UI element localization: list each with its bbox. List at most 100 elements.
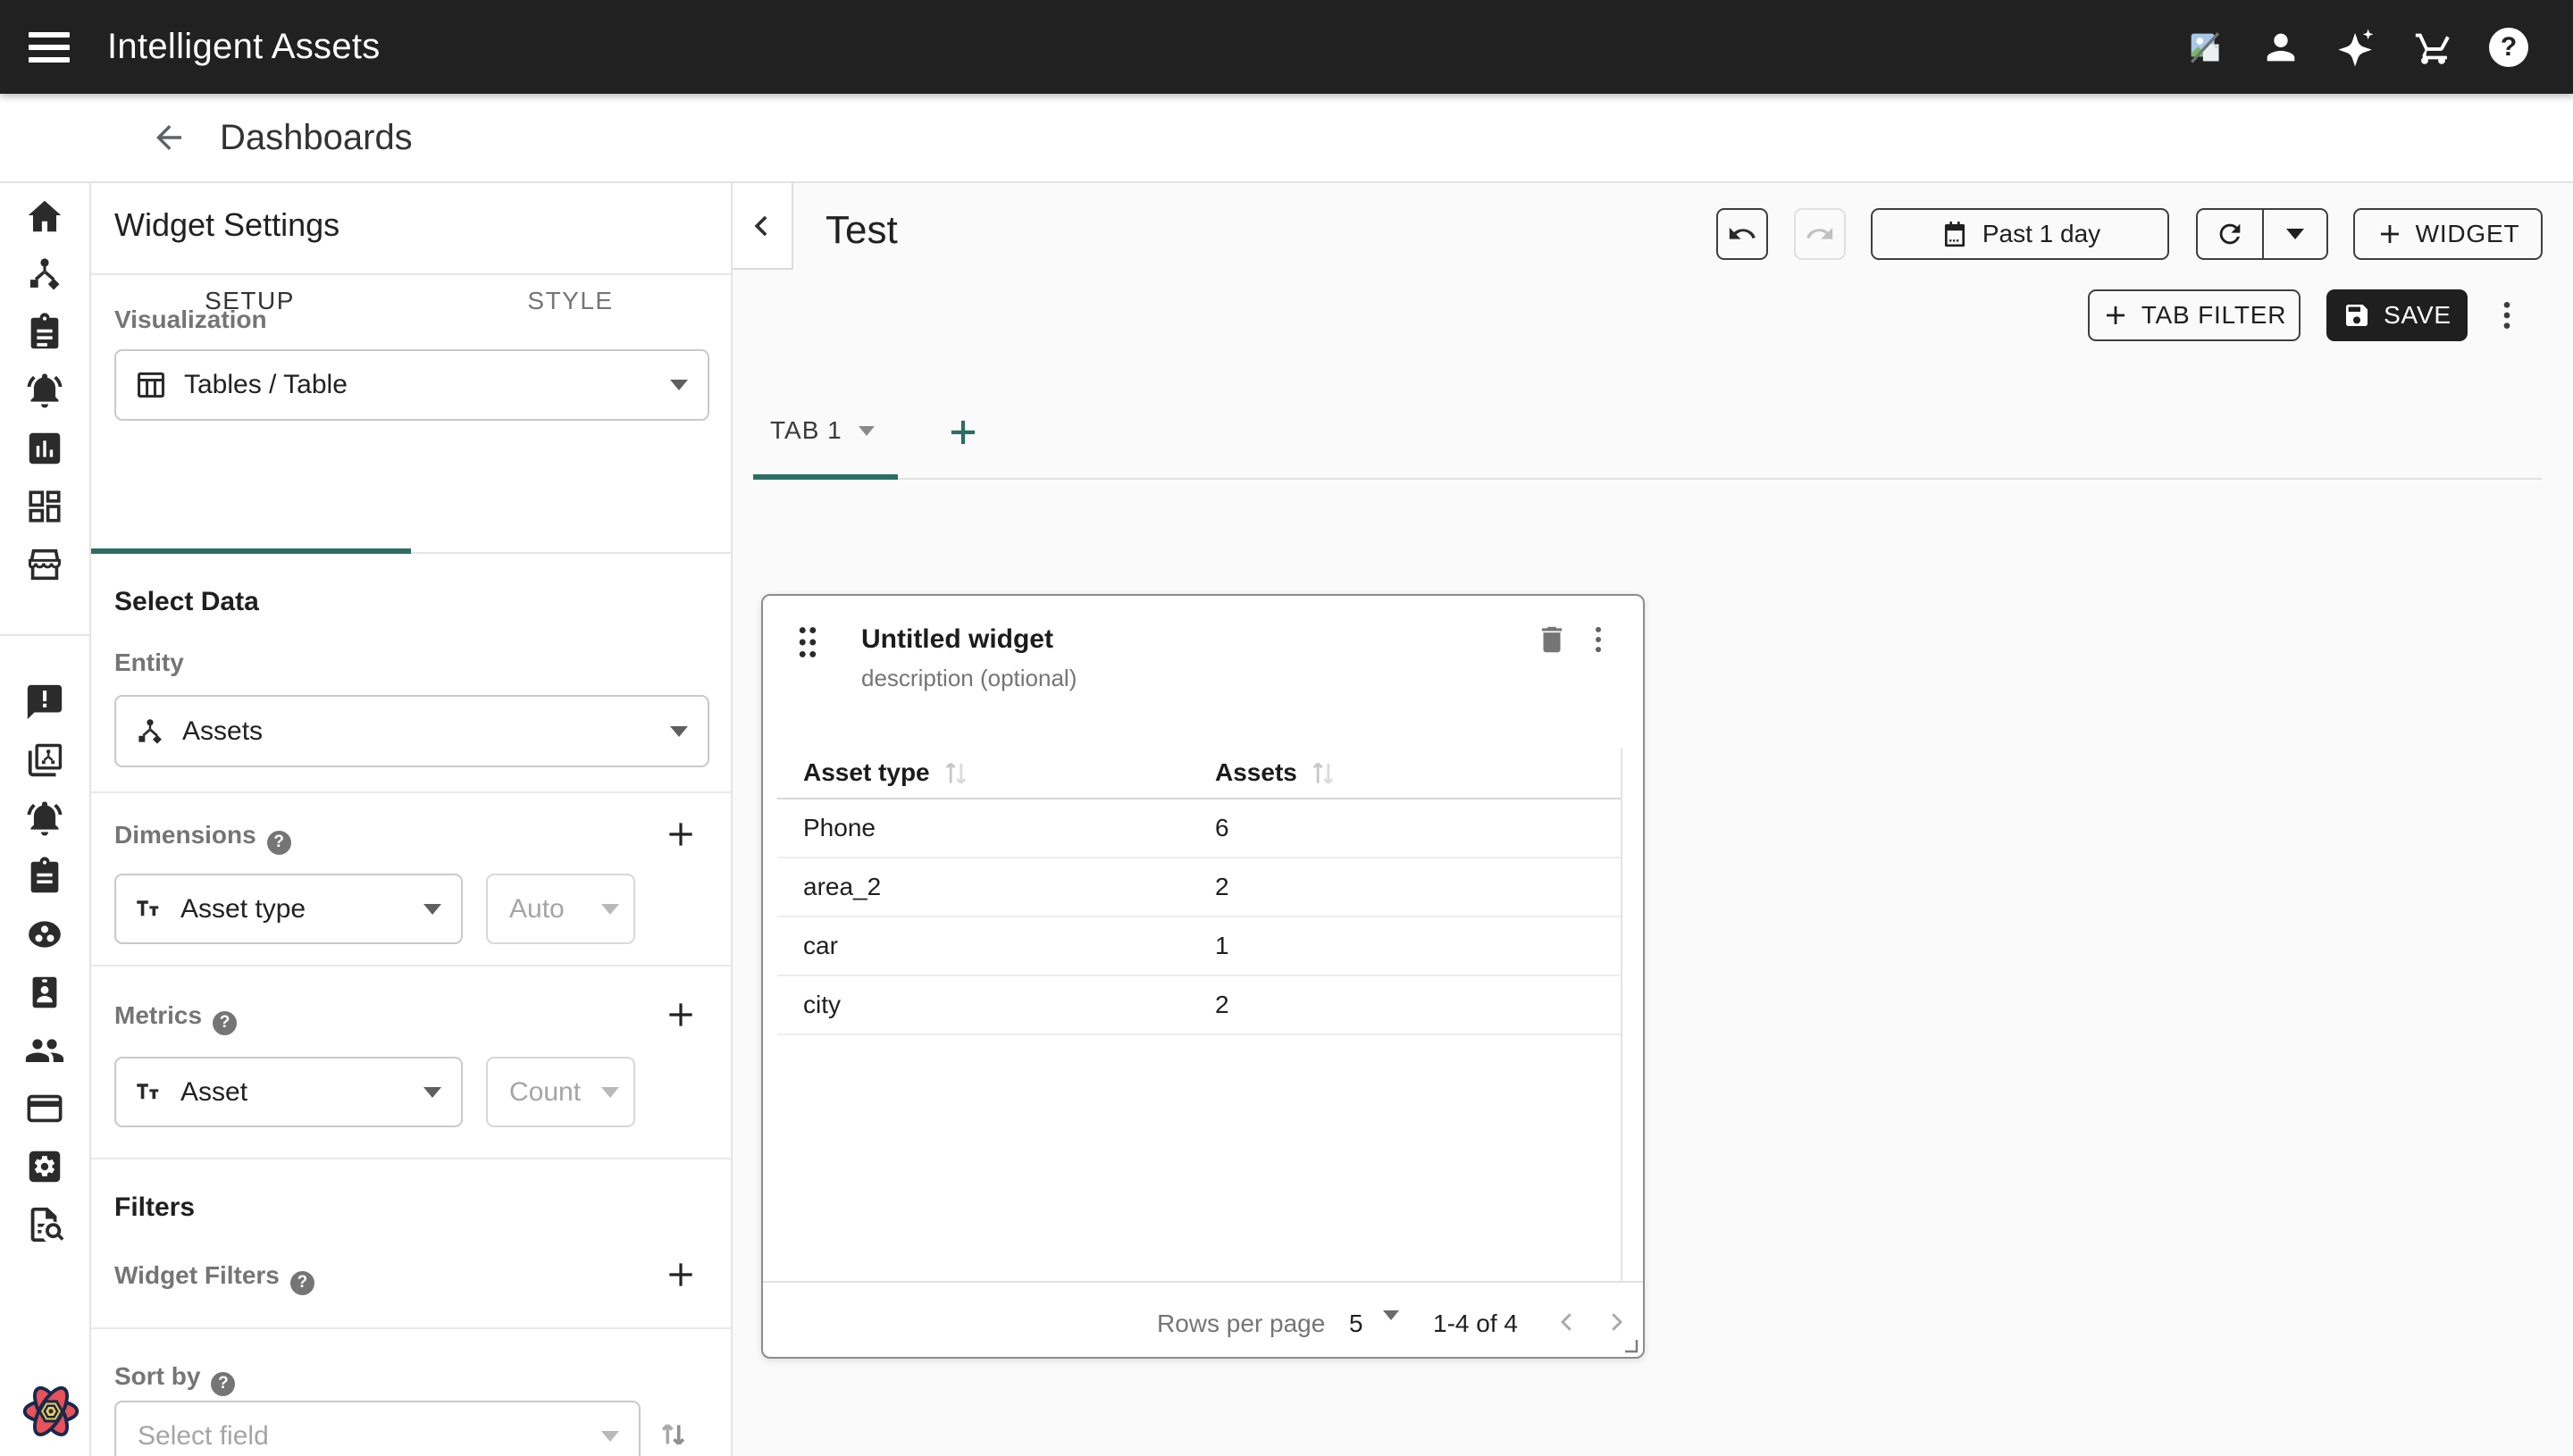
clipboard-icon[interactable] xyxy=(23,855,66,898)
storefront-icon[interactable] xyxy=(23,543,66,586)
tab-menu-caret-icon[interactable] xyxy=(858,425,875,436)
add-tab-filter-button[interactable]: TAB FILTER xyxy=(2088,289,2301,341)
table-row: Phone 6 xyxy=(777,799,1621,858)
collapse-panel-button[interactable] xyxy=(733,183,793,270)
widget-card[interactable]: Untitled widget description (optional) A… xyxy=(761,594,1645,1359)
top-app-bar: Intelligent Assets xyxy=(0,0,2573,94)
sort-field-select[interactable]: Select field xyxy=(114,1401,641,1456)
help-glyph: ? xyxy=(2500,31,2518,62)
table-icon xyxy=(138,372,164,398)
active-tab-underline xyxy=(753,474,898,480)
metric-field-value: Asset xyxy=(180,1076,248,1107)
refresh-options-button[interactable] xyxy=(2262,210,2326,258)
people-group-icon[interactable] xyxy=(23,1029,66,1072)
cart-icon[interactable] xyxy=(2412,27,2453,68)
clipboard-icon[interactable] xyxy=(23,311,66,354)
widget-title[interactable]: Untitled widget xyxy=(861,624,1053,654)
sort-by-header: Sort by? xyxy=(114,1362,236,1396)
flower-overlay-badge[interactable] xyxy=(16,1376,86,1445)
chevron-down-icon xyxy=(601,1086,619,1098)
image-stack-icon[interactable] xyxy=(23,739,66,782)
entity-label: Entity xyxy=(114,649,184,676)
dimension-field-select[interactable]: Asset type xyxy=(114,874,463,944)
drag-handle-icon[interactable] xyxy=(793,622,822,663)
asset-hierarchy-icon[interactable] xyxy=(23,253,66,296)
cell-asset-type: Phone xyxy=(803,814,876,841)
dashboard-grid-icon[interactable] xyxy=(23,485,66,528)
back-arrow-icon[interactable] xyxy=(150,119,188,156)
nav-rail-bottom-group xyxy=(23,681,66,1246)
select-data-heading: Select Data xyxy=(114,587,259,616)
undo-button[interactable] xyxy=(1716,208,1768,260)
rows-per-page-caret-icon[interactable] xyxy=(1383,1310,1399,1336)
id-badge-icon[interactable] xyxy=(23,971,66,1014)
column-header-assets[interactable]: Assets xyxy=(1215,758,1342,787)
help-icon[interactable]: ? xyxy=(2488,27,2529,68)
date-range-button[interactable]: Past 1 day xyxy=(1871,208,2169,260)
message-alert-icon[interactable] xyxy=(23,681,66,724)
redo-button[interactable] xyxy=(1794,208,1846,260)
menu-icon[interactable] xyxy=(29,31,70,63)
home-icon[interactable] xyxy=(23,195,66,238)
previous-page-button[interactable] xyxy=(1551,1304,1583,1340)
tab-setup[interactable]: SETUP xyxy=(205,287,295,314)
wheel-icon[interactable] xyxy=(23,913,66,956)
document-search-icon[interactable] xyxy=(23,1203,66,1246)
add-widget-button[interactable]: WIDGET xyxy=(2353,208,2543,260)
next-page-button[interactable] xyxy=(1600,1304,1632,1340)
metric-field-select[interactable]: Asset xyxy=(114,1057,463,1127)
alarm-bell-icon[interactable] xyxy=(23,369,66,412)
visualization-select[interactable]: Tables / Table xyxy=(114,349,709,421)
bar-chart-card-icon[interactable] xyxy=(23,427,66,470)
tab-style[interactable]: STYLE xyxy=(527,287,614,314)
flower-icon xyxy=(22,1385,80,1436)
help-icon[interactable]: ? xyxy=(266,830,291,855)
add-dimension-button[interactable] xyxy=(661,815,700,854)
add-tab-button[interactable] xyxy=(943,413,983,452)
help-icon[interactable]: ? xyxy=(213,1010,238,1035)
top-bar-actions: ? xyxy=(2184,27,2529,68)
add-metric-button[interactable] xyxy=(661,995,700,1034)
add-widget-filter-button[interactable] xyxy=(661,1255,700,1294)
nav-rail xyxy=(0,183,91,1456)
cell-assets: 6 xyxy=(1215,814,1229,841)
rows-per-page-label: Rows per page xyxy=(1157,1310,1326,1337)
widget-resize-handle[interactable] xyxy=(1620,1335,1641,1356)
widget-filters-header: Widget Filters? xyxy=(114,1261,314,1295)
refresh-split-button xyxy=(2196,208,2328,260)
cell-assets: 1 xyxy=(1215,932,1229,959)
save-button[interactable]: SAVE xyxy=(2326,289,2468,341)
rows-per-page-value[interactable]: 5 xyxy=(1349,1310,1363,1337)
dimensions-header: Dimensions? xyxy=(114,821,291,855)
column-header-asset-type[interactable]: Asset type xyxy=(803,758,975,787)
widget-description[interactable]: description (optional) xyxy=(861,665,1077,691)
save-icon xyxy=(2346,305,2368,326)
dimension-bucket-select[interactable]: Auto xyxy=(486,874,635,944)
alarm-bell-icon[interactable] xyxy=(23,797,66,840)
entity-select[interactable]: Assets xyxy=(114,695,709,767)
chevron-right-icon xyxy=(1612,1313,1623,1331)
help-icon[interactable]: ? xyxy=(211,1371,236,1396)
tab-1[interactable]: TAB 1 xyxy=(770,416,875,445)
credit-card-icon[interactable] xyxy=(23,1087,66,1130)
account-icon[interactable] xyxy=(2260,27,2301,68)
gear-card-icon[interactable] xyxy=(23,1145,66,1188)
active-tab-underline xyxy=(89,548,411,554)
help-icon[interactable]: ? xyxy=(289,1270,314,1295)
sort-direction-toggle[interactable] xyxy=(652,1413,693,1454)
dashboard-more-menu[interactable] xyxy=(2489,296,2525,335)
refresh-button[interactable] xyxy=(2198,210,2262,258)
asset-hierarchy-icon xyxy=(138,718,162,744)
ai-sparkle-icon[interactable] xyxy=(2336,27,2377,68)
widget-more-menu[interactable] xyxy=(1581,623,1615,657)
metric-aggregation-select[interactable]: Count xyxy=(486,1057,635,1127)
delete-widget-button[interactable] xyxy=(1535,623,1569,657)
divider xyxy=(89,1327,731,1329)
plus-icon xyxy=(2380,225,2399,243)
table-header-row: Asset type Assets xyxy=(777,748,1621,799)
table-pagination: Rows per page 5 1-4 of 4 xyxy=(763,1281,1643,1359)
dashboard-title: Test xyxy=(826,208,898,252)
plus-icon xyxy=(2106,306,2125,324)
table-scroll-gutter[interactable] xyxy=(1621,748,1622,1283)
